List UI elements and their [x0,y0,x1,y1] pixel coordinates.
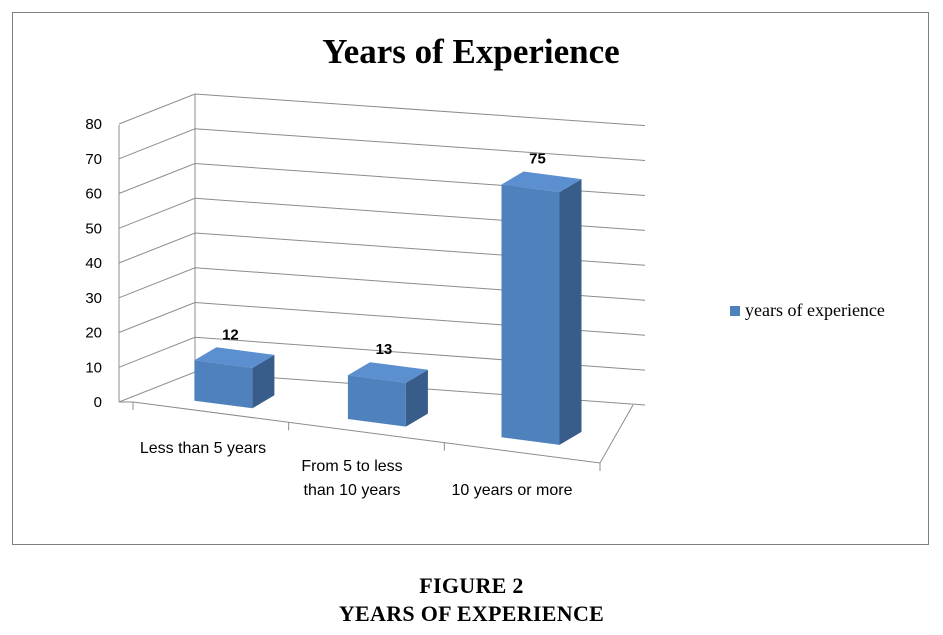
y-tick-label: 80 [85,116,102,133]
legend-swatch [730,306,740,316]
y-tick-label: 30 [85,290,102,307]
bar-side-face [405,369,428,427]
y-tick-label: 0 [94,394,102,411]
figure-caption-title: YEARS OF EXPERIENCE [338,601,605,626]
y-tick-label: 70 [85,151,102,168]
x-tick-label: 10 years or more [452,482,573,499]
bar [501,184,560,445]
legend-label: years of experience [745,300,885,320]
bar-top-face [501,171,582,193]
bar-side-face [252,354,275,409]
bar-side-face [559,179,582,445]
y-tick-label: 20 [85,325,102,342]
chart-frame [12,12,929,545]
x-tick-label: than 10 years [304,482,401,499]
bar-top-face [194,347,275,368]
data-label: 13 [376,341,393,358]
y-tick-label: 50 [85,220,102,237]
bar [194,360,253,409]
data-label: 75 [529,151,546,168]
figure-caption-number: FIGURE 2 [419,573,524,598]
x-tick-label: From 5 to less [301,458,402,475]
y-tick-label: 10 [85,359,102,376]
data-label: 12 [222,326,239,343]
chart-title: Years of Experience [322,32,619,71]
bar [347,375,406,427]
gridline [118,93,646,127]
floor-outline [119,401,634,464]
x-tick-label: Less than 5 years [140,440,266,457]
gridline [118,128,646,161]
bar-top-face [347,362,428,383]
y-tick-label: 60 [85,186,102,203]
y-tick-label: 40 [85,255,102,272]
